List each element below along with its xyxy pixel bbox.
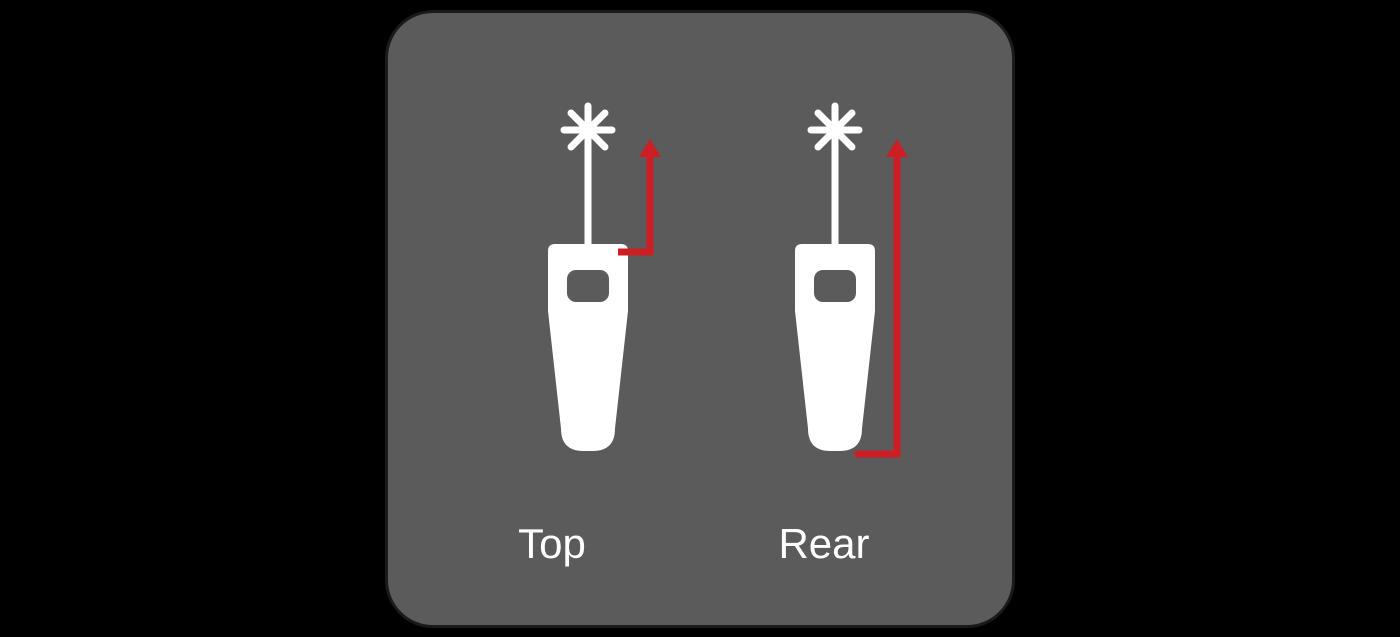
device-rear	[795, 106, 908, 454]
device-button-top	[567, 270, 609, 302]
label-top: Top	[432, 520, 672, 568]
device-button-rear	[814, 270, 856, 302]
emitter-star-icon	[564, 106, 612, 154]
label-rear: Rear	[704, 520, 944, 568]
diagram-svg	[0, 0, 1400, 637]
device-top	[548, 106, 661, 451]
diagram-stage: Top Rear	[0, 0, 1400, 637]
emitter-star-icon	[811, 106, 859, 154]
direction-arrow-top	[618, 139, 661, 252]
